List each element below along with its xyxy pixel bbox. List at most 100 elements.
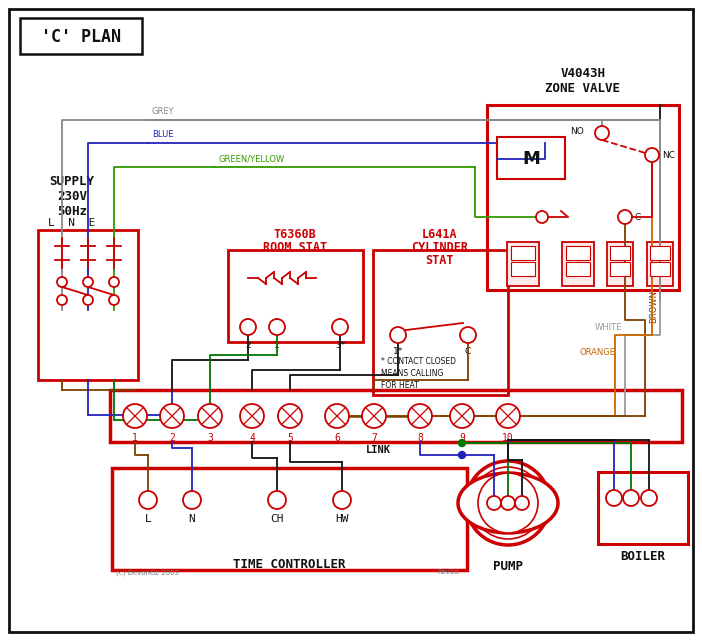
Text: 1: 1 [132, 433, 138, 443]
Circle shape [123, 404, 147, 428]
Text: TIME CONTROLLER: TIME CONTROLLER [233, 558, 345, 571]
Bar [647, 242, 673, 286]
Text: 4: 4 [249, 433, 255, 443]
Text: E: E [505, 499, 510, 508]
Circle shape [458, 451, 465, 458]
Text: ZONE VALVE: ZONE VALVE [545, 82, 621, 95]
Circle shape [466, 461, 550, 545]
Text: L641A: L641A [422, 228, 458, 241]
Text: SUPPLY
230V
50Hz: SUPPLY 230V 50Hz [50, 175, 95, 218]
Circle shape [183, 491, 201, 509]
Circle shape [278, 404, 302, 428]
Text: BLUE: BLUE [152, 130, 173, 139]
Text: 'C' PLAN: 'C' PLAN [41, 28, 121, 46]
Text: 9: 9 [459, 433, 465, 443]
Circle shape [109, 277, 119, 287]
Text: 3*: 3* [335, 341, 345, 350]
Text: 8: 8 [417, 433, 423, 443]
Text: N: N [491, 499, 496, 508]
Bar [607, 242, 633, 286]
Text: C: C [635, 213, 641, 222]
Text: 1*: 1* [393, 347, 403, 356]
Bar [38, 230, 138, 380]
Text: (c) DevonOz 2009: (c) DevonOz 2009 [116, 569, 179, 576]
Circle shape [623, 490, 639, 506]
Bar [373, 250, 508, 395]
Circle shape [515, 496, 529, 510]
Bar [610, 262, 630, 276]
Text: Rev1d: Rev1d [437, 569, 458, 575]
Circle shape [198, 404, 222, 428]
Text: 10: 10 [502, 433, 514, 443]
Circle shape [332, 319, 348, 335]
Text: L: L [647, 494, 651, 503]
Bar [507, 242, 539, 286]
Text: 6: 6 [334, 433, 340, 443]
Text: GREY: GREY [152, 107, 175, 116]
Circle shape [57, 277, 67, 287]
Circle shape [487, 496, 501, 510]
Text: PUMP: PUMP [493, 560, 523, 573]
Circle shape [408, 404, 432, 428]
Circle shape [618, 210, 632, 224]
Bar [228, 250, 363, 342]
Text: CH: CH [270, 514, 284, 524]
Circle shape [83, 295, 93, 305]
Circle shape [641, 490, 657, 506]
Bar [562, 242, 594, 286]
Text: WHITE: WHITE [595, 323, 623, 332]
Text: E: E [628, 494, 633, 503]
Text: L: L [519, 499, 524, 508]
Bar [511, 246, 535, 260]
Text: HW: HW [336, 514, 349, 524]
Circle shape [269, 319, 285, 335]
Bar [110, 390, 682, 442]
Circle shape [333, 491, 351, 509]
Circle shape [268, 491, 286, 509]
Bar [20, 18, 142, 54]
Circle shape [496, 404, 520, 428]
Circle shape [645, 148, 659, 162]
Circle shape [83, 277, 93, 287]
Text: BOILER: BOILER [621, 550, 665, 563]
Circle shape [450, 404, 474, 428]
Text: * CONTACT CLOSED
MEANS CALLING
FOR HEAT: * CONTACT CLOSED MEANS CALLING FOR HEAT [381, 357, 456, 390]
Bar [650, 262, 670, 276]
Bar [511, 262, 535, 276]
Circle shape [472, 467, 544, 539]
Circle shape [325, 404, 349, 428]
Text: L  N  E: L N E [48, 218, 95, 228]
Bar [598, 472, 688, 544]
Text: L: L [145, 514, 152, 524]
Text: NO: NO [570, 126, 584, 135]
Bar [487, 105, 679, 290]
Circle shape [362, 404, 386, 428]
Circle shape [390, 327, 406, 343]
Circle shape [595, 126, 609, 140]
Text: 7: 7 [371, 433, 377, 443]
Text: LINK: LINK [366, 445, 390, 455]
Circle shape [57, 295, 67, 305]
Bar [566, 246, 590, 260]
Bar [650, 246, 670, 260]
Circle shape [240, 404, 264, 428]
Bar [497, 137, 565, 179]
Circle shape [458, 440, 465, 447]
Text: V4043H: V4043H [560, 67, 606, 80]
Text: N: N [611, 494, 616, 503]
Text: 3: 3 [207, 433, 213, 443]
Circle shape [109, 295, 119, 305]
Circle shape [478, 473, 538, 533]
Circle shape [139, 491, 157, 509]
Circle shape [606, 490, 622, 506]
Text: NC: NC [662, 151, 675, 160]
Text: C: C [465, 347, 471, 356]
Ellipse shape [458, 473, 558, 533]
Text: 2: 2 [169, 433, 175, 443]
Text: 5: 5 [287, 433, 293, 443]
Text: CYLINDER: CYLINDER [411, 241, 468, 254]
Text: M: M [522, 150, 540, 168]
Text: 1: 1 [274, 341, 280, 350]
Text: ORANGE: ORANGE [580, 348, 616, 357]
Circle shape [240, 319, 256, 335]
